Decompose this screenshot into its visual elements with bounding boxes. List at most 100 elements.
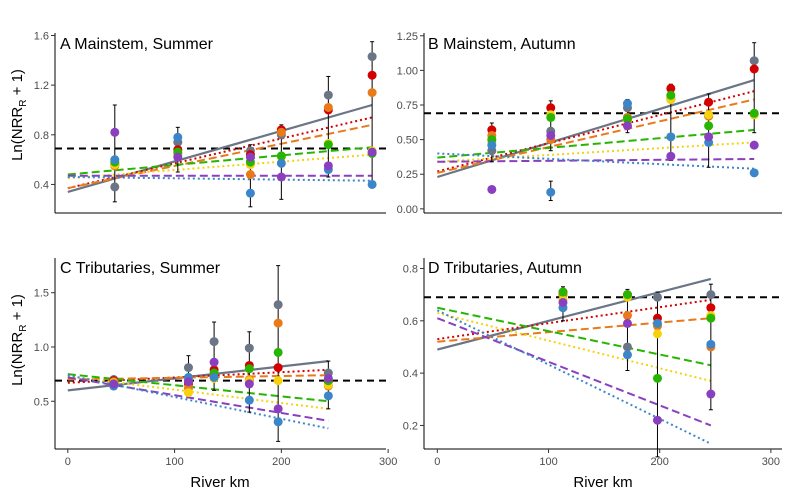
panel-b-point-red	[749, 64, 759, 74]
y-axis-title-subscript: R	[18, 325, 29, 332]
panel-c-y-tick-label: 1.5	[34, 288, 49, 300]
panel-d-point-yellow	[652, 329, 662, 339]
panel-c-point-green	[244, 364, 254, 374]
panel-d-point-green	[652, 373, 662, 383]
panel-c-point-gray	[273, 300, 283, 310]
panel-d-y-tick-label: 0.4	[403, 368, 418, 380]
panel-a-trend-yellow	[67, 153, 373, 180]
panel-b-y-tick-label: 0.50	[397, 135, 418, 147]
panel-d: 0.2 0.4 0.6 0.8 0 100 200 300 D Tributaries, Au…	[403, 258, 782, 468]
panel-c-y-tick-label: 0.5	[34, 396, 49, 408]
panel-b-y-tick-label: 1.00	[397, 65, 418, 77]
panel-a-y-tick-label: 1.2	[34, 80, 49, 92]
panel-b-point-gray	[749, 56, 759, 66]
panel-b-point-blue	[546, 187, 556, 197]
panel-d-y-tick-label: 0.6	[403, 316, 418, 328]
panel-a-point-purple	[276, 172, 286, 182]
panel-b-point-red	[704, 97, 714, 107]
panel-b-point-green	[666, 90, 676, 100]
panel-b-point-blue	[622, 99, 632, 109]
panel-a-point-orange	[367, 88, 377, 98]
panel-a-point-red	[367, 70, 377, 80]
panel-a-point-purple	[323, 161, 333, 171]
panel-a-point-gray	[323, 90, 333, 100]
panel-c-point-purple	[109, 379, 119, 389]
y-axis-title-bottom: Ln(NRRR + 1)	[9, 294, 29, 386]
panel-b-point-purple	[749, 140, 759, 150]
x-axis-title-left: River km	[190, 474, 249, 491]
panel-d-x-tick-label: 0	[434, 456, 440, 468]
panel-b-y-tick-label: 0.00	[397, 204, 418, 216]
panel-d-trend-blue	[436, 309, 712, 445]
panel-c-trend-purple	[67, 376, 329, 422]
panel-c-point-green	[273, 347, 283, 357]
y-axis-title-tail: + 1)	[9, 69, 26, 99]
panel-d-point-purple	[652, 415, 662, 425]
panel-d-point-gray	[622, 342, 632, 352]
panel-b-point-blue	[666, 132, 676, 142]
panel-b-point-yellow	[704, 110, 714, 120]
panel-d-trend-orange	[437, 317, 711, 343]
panel-a-point-purple	[110, 127, 120, 137]
panel-a-point-blue	[245, 188, 255, 198]
panel-a-point-blue	[110, 155, 120, 165]
y-axis-title-top: Ln(NRRR + 1)	[9, 69, 29, 161]
panel-c-point-purple	[209, 357, 219, 367]
panel-c-point-yellow	[273, 376, 283, 386]
panel-a-point-orange	[245, 170, 255, 180]
panel-b-y-tick-label: 0.75	[397, 100, 418, 112]
panel-c-point-purple	[273, 404, 283, 414]
panel-b-point-green	[622, 114, 632, 124]
panel-c-point-red	[273, 363, 283, 373]
panel-a-point-gray	[367, 52, 377, 62]
panel-c-point-purple	[183, 377, 193, 387]
panel-a-plot-area: 0.4 0.8 1.2 1.6	[34, 30, 386, 214]
panel-a-trend-green	[67, 146, 373, 176]
panel-c-x-tick-label: 0	[65, 456, 71, 468]
panel-d-x-tick-label: 100	[539, 456, 557, 468]
panel-d-point-gray	[706, 290, 716, 300]
panel-b-point-red	[666, 83, 676, 93]
panel-b-point-green	[704, 121, 714, 131]
x-axis-title-right: River km	[573, 474, 632, 491]
panel-c-x-tick-label: 100	[165, 456, 183, 468]
panel-b-point-blue	[487, 140, 497, 150]
panel-d-trend-purple	[436, 317, 712, 427]
panel-a-title: A Mainstem, Summer	[60, 36, 214, 53]
panel-d-point-purple	[558, 297, 568, 307]
panel-d-point-purple	[622, 318, 632, 328]
panel-c-trend-yellow	[67, 375, 329, 410]
panel-a-point-purple	[173, 152, 183, 162]
panel-a-point-green	[323, 140, 333, 150]
panel-c-point-yellow	[183, 388, 193, 398]
panel-c-x-tick-label: 200	[272, 456, 290, 468]
y-axis-title-subscript: R	[18, 100, 29, 107]
panel-d-point-green	[558, 287, 568, 297]
panel-c-point-blue	[244, 395, 254, 405]
panel-d-point-blue	[622, 350, 632, 360]
y-axis-title-main: Ln(NRR	[9, 332, 26, 386]
panel-d-plot-area: 0.2 0.4 0.6 0.8 0 100 200 300	[403, 258, 782, 468]
y-axis-title-main: Ln(NRR	[9, 107, 26, 161]
panel-a-point-blue	[173, 132, 183, 142]
panel-c-x-tick-label: 300	[379, 456, 397, 468]
panel-c-title: C Tributaries, Summer	[60, 260, 221, 277]
panel-c-y-tick-label: 1.0	[34, 342, 49, 354]
panel-b-point-purple	[666, 151, 676, 161]
panel-b-point-red	[546, 103, 556, 113]
panel-c-point-gray	[209, 337, 219, 347]
panel-a-point-orange	[276, 127, 286, 137]
panel-a-y-tick-label: 0.8	[34, 130, 49, 142]
panel-a-point-purple	[367, 147, 377, 157]
panel-b-point-purple	[704, 132, 714, 142]
panel-d-point-purple	[706, 389, 716, 399]
y-axis-title-tail: + 1)	[9, 294, 26, 324]
panel-a-point-gray	[110, 182, 120, 192]
panel-d-x-tick-label: 200	[651, 456, 669, 468]
panel-b-point-green	[749, 108, 759, 118]
panel-c-plot-area: 0.5 1.0 1.5 0 100 200 300	[34, 258, 397, 468]
panel-c-point-blue	[273, 417, 283, 427]
panel-b-title: B Mainstem, Autumn	[428, 36, 576, 53]
panel-b-point-purple	[546, 130, 556, 140]
